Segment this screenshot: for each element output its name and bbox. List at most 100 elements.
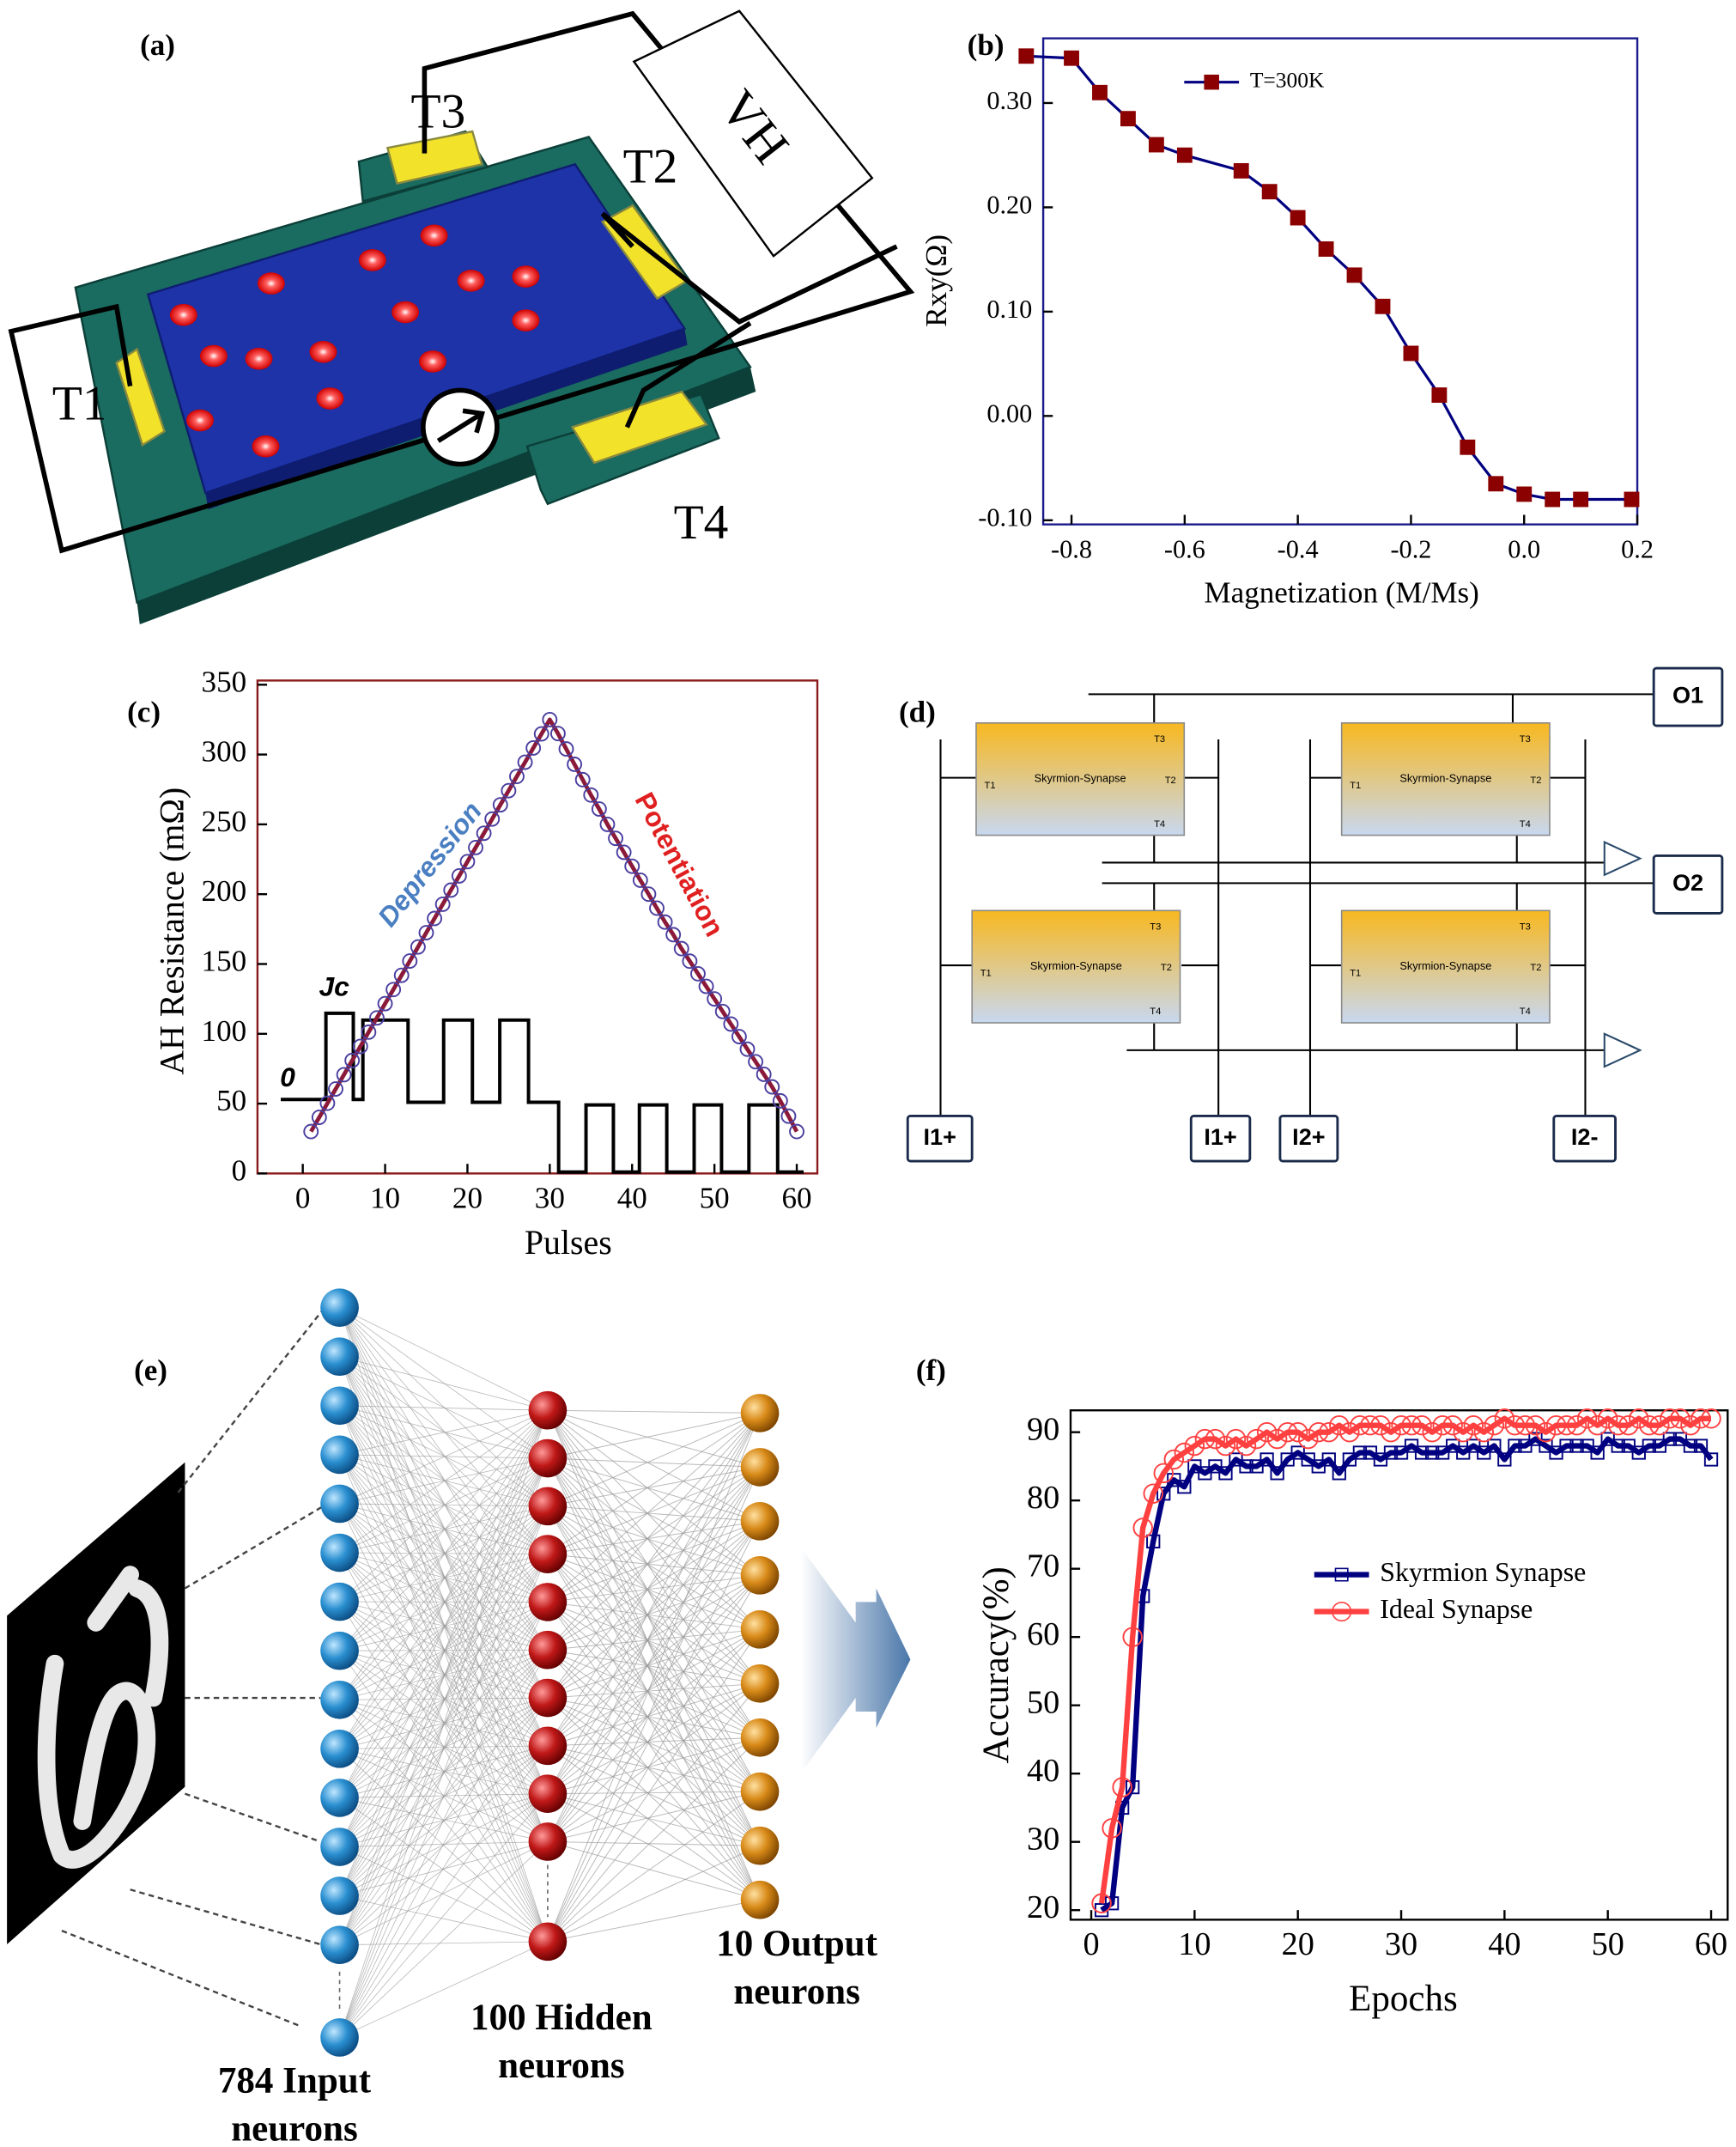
x-tick-label: 0: [1083, 1926, 1099, 1962]
connection: [547, 1520, 761, 1651]
data-point: [484, 811, 501, 827]
data-point: [1176, 147, 1193, 163]
data-point: [731, 1029, 747, 1044]
wire: [8, 204, 915, 554]
input-neuron: [320, 1435, 359, 1475]
data-point: [1277, 1421, 1298, 1443]
connection: [339, 1650, 549, 1699]
data-point: [682, 953, 698, 970]
x-tick-label: -0.2: [1390, 534, 1431, 563]
synapse-terminal: T1: [985, 781, 996, 791]
terminal-label: T2: [623, 139, 678, 193]
connection: [339, 1307, 549, 1603]
annotation: Jc: [319, 971, 349, 1002]
skyrmion: [457, 270, 485, 292]
data-point: [393, 967, 410, 983]
panel-label: (f): [916, 1353, 946, 1387]
connection: [547, 1457, 761, 1846]
connection: [547, 1697, 761, 1738]
terminal-label: T4: [674, 496, 729, 550]
data-point: [1442, 1414, 1463, 1436]
connection: [339, 1601, 549, 1747]
connection: [547, 1457, 761, 1792]
legend-label: Skyrmion Synapse: [1380, 1557, 1586, 1587]
connection: [339, 1454, 549, 1507]
connection: [339, 1454, 548, 1459]
connection: [339, 1409, 549, 1603]
data-point: [1514, 1414, 1536, 1436]
data-point: [1649, 1414, 1670, 1436]
data-point: [1350, 1414, 1370, 1436]
connection: [547, 1745, 761, 1846]
input-arrow: [177, 1306, 325, 1493]
synapse: [975, 722, 1186, 836]
panel-label: (e): [134, 1353, 167, 1387]
data-point: [1545, 1414, 1567, 1436]
connection: [547, 1457, 761, 1630]
data-point: [336, 1067, 352, 1083]
connection: [339, 1405, 549, 1699]
legend-label: T=300K: [1250, 68, 1325, 93]
y-axis-label: Accuracy(%): [976, 1566, 1017, 1763]
input-neuron: [320, 1779, 359, 1817]
x-tick-label: 50: [1592, 1926, 1624, 1962]
data-point: [1375, 298, 1391, 314]
data-point: [1487, 1438, 1502, 1453]
input-neuron: [320, 1533, 359, 1572]
connection: [547, 1601, 761, 1630]
input-neuron: [320, 1288, 359, 1327]
data-point: [501, 782, 517, 799]
connection: [547, 1629, 761, 1943]
hidden-neuron: [528, 1822, 568, 1861]
connection: [547, 1574, 761, 1699]
connection: [339, 1503, 548, 1507]
connection: [339, 1697, 549, 1945]
connection: [339, 1503, 549, 1699]
data-point: [1132, 1517, 1153, 1538]
input-arrow: [61, 1929, 302, 2028]
panel-label: (c): [127, 695, 161, 728]
data-point: [1266, 1428, 1288, 1450]
skyrmion: [316, 387, 344, 410]
connection: [339, 1405, 549, 1603]
skyrmion: [512, 309, 540, 331]
x-axis-label: Magnetization (M/Ms): [1204, 576, 1478, 610]
connection: [547, 1413, 761, 1555]
connection: [547, 1413, 761, 1943]
output-arrow: [800, 1547, 911, 1773]
connection: [339, 1503, 549, 1794]
data-point: [1639, 1414, 1660, 1436]
skyrmion: [199, 344, 228, 368]
connection: [339, 1356, 549, 1603]
output-pin-label: O2: [1672, 869, 1703, 896]
data-point: [1381, 1421, 1401, 1443]
connection: [547, 1554, 761, 1684]
connection: [547, 1793, 761, 1901]
x-tick-label: 40: [617, 1181, 647, 1214]
connection: [547, 1736, 761, 1747]
connection: [339, 1405, 549, 1507]
connection: [547, 1628, 761, 1747]
y-tick-label: 100: [202, 1014, 247, 1048]
data-point: [616, 844, 632, 861]
connection: [547, 1409, 761, 1738]
connection: [547, 1574, 761, 1747]
synapse-terminal: T2: [1165, 775, 1176, 786]
data-point: [509, 769, 525, 785]
data-point: [434, 896, 451, 912]
legend-marker: [1204, 74, 1219, 90]
synapse-terminal: T4: [1150, 1007, 1161, 1017]
data-point: [492, 797, 508, 813]
connection: [547, 1520, 761, 1555]
connection: [339, 1649, 548, 1651]
x-tick-label: -0.4: [1278, 534, 1319, 563]
input-pin: [1552, 1114, 1617, 1163]
connection: [339, 1410, 549, 1945]
connection: [339, 1405, 548, 1411]
connection: [339, 1356, 549, 1699]
synapse-terminal: T3: [1154, 734, 1165, 745]
data-point: [1608, 1414, 1629, 1436]
x-tick-label: -0.6: [1164, 534, 1205, 563]
connection: [547, 1649, 761, 1738]
input-pin: [1278, 1114, 1339, 1163]
